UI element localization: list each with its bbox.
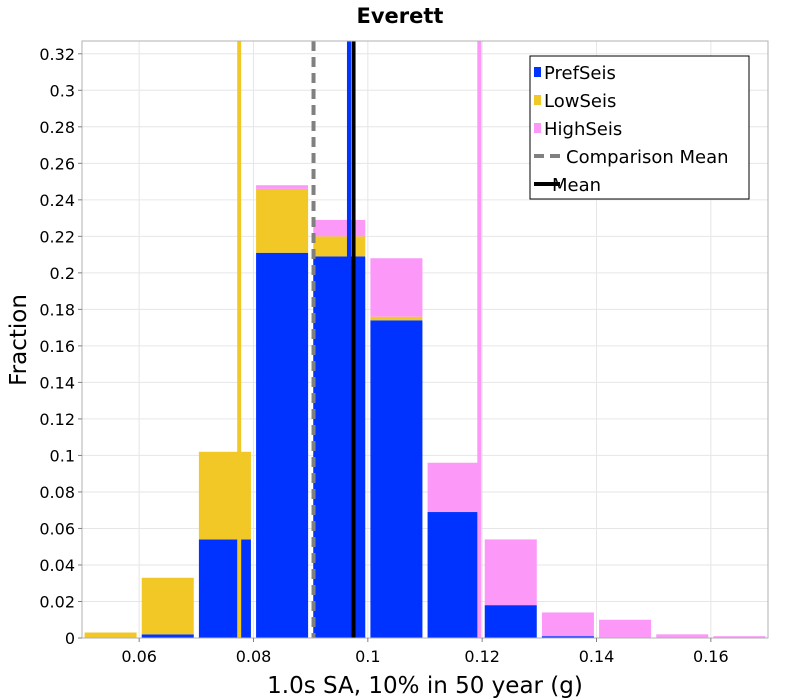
y-tick-label-0: 0 [65,629,75,648]
bar-6-highseis [427,462,480,513]
legend-swatch-lowseis [534,95,541,105]
x-tick-label-2: 0.1 [355,647,380,666]
y-tick-label-7: 0.14 [39,373,75,392]
legend-label-lowseis: LowSeis [544,91,616,112]
x-tick-label-5: 0.16 [693,647,729,666]
bar-3-lowseis [256,188,309,253]
y-tick-label-9: 0.18 [39,300,75,319]
bar-2-lowseis [198,451,251,540]
y-axis-title: Fraction [6,294,32,386]
legend-swatch-highseis [534,123,541,133]
legend-box [529,55,750,200]
legend-label-mean: Mean [552,175,601,196]
grid-lines [82,41,768,639]
y-tick-label-1: 0.02 [39,592,75,611]
bar-1-lowseis [141,577,194,635]
bar-4-prefseis [313,256,366,638]
bar-5-lowseis [370,316,423,321]
y-axis-ticks: 0 0.02 0.04 0.06 0.08 0.1 0.12 0.14 0.16 0.18 0.2 0… [39,45,82,648]
y-tick-label-4: 0.08 [39,483,75,502]
bar-0-lowseis [84,632,137,638]
x-axis-ticks: 0.06 0.08 0.1 0.12 0.14 0.16 [121,638,729,666]
y-tick-label-15: 0.3 [50,81,75,100]
y-tick-label-16: 0.32 [39,45,75,64]
legend: PrefSeis LowSeis HighSeis Comparison Mean Me… [529,55,750,200]
y-tick-label-14: 0.28 [39,118,75,137]
bar-1-prefseis [141,634,194,638]
bar-4-lowseis [313,236,366,257]
bar-5-highseis [370,258,423,317]
bar-7-highseis [484,539,537,606]
legend-label-highseis: HighSeis [544,119,622,140]
x-tick-label-3: 0.12 [464,647,500,666]
x-axis-title: 1.0s SA, 10% in 50 year (g) [267,673,583,699]
bar-5-prefseis [370,320,423,638]
x-tick-label-0: 0.06 [121,647,157,666]
x-tick-label-4: 0.14 [579,647,615,666]
bar-9-highseis [599,619,652,638]
reference-lines [237,41,482,638]
bar-8-highseis [541,612,594,637]
x-tick-label-1: 0.08 [236,647,272,666]
bars [84,185,766,638]
y-tick-label-3: 0.06 [39,519,75,538]
legend-label-prefseis: PrefSeis [544,63,616,84]
bar-7-prefseis [484,605,537,638]
legend-swatch-prefseis [534,67,541,77]
plot-frame [81,40,769,639]
bar-2-prefseis [198,539,251,638]
y-tick-label-12: 0.24 [39,191,75,210]
bar-10-highseis [656,634,709,638]
y-tick-label-11: 0.22 [39,227,75,246]
bar-8-prefseis [541,636,594,638]
y-tick-label-13: 0.26 [39,154,75,173]
y-tick-label-8: 0.16 [39,337,75,356]
bar-6-prefseis [427,512,480,638]
chart-title: Everett [357,4,444,28]
y-tick-label-2: 0.04 [39,556,75,575]
y-tick-label-6: 0.12 [39,410,75,429]
y-tick-label-10: 0.2 [50,264,75,283]
bar-3-highseis [256,185,309,189]
bar-4-highseis [313,219,366,237]
bar-11-highseis [713,636,766,638]
bar-3-prefseis [256,252,309,638]
y-tick-label-5: 0.1 [50,446,75,465]
legend-label-comparison-mean: Comparison Mean [566,147,729,168]
